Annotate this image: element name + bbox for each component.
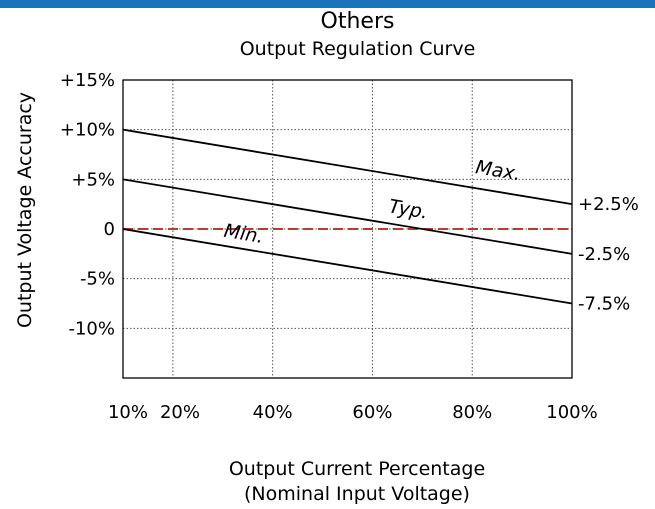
y-tick-label: -5% xyxy=(80,269,115,290)
chart-title: Output Regulation Curve xyxy=(239,38,476,60)
series-label: Typ. xyxy=(387,196,429,224)
x-tick-label: 10% xyxy=(108,402,148,423)
series-label: Max. xyxy=(474,156,522,185)
series-line-min xyxy=(122,228,573,305)
series-line-typ xyxy=(122,178,573,255)
y-tick-label: -10% xyxy=(68,318,115,339)
x-tick-label: 40% xyxy=(253,402,293,423)
series-end-value-label: +2.5% xyxy=(578,194,639,215)
series-line-max xyxy=(122,128,573,206)
top-banner xyxy=(0,0,655,8)
x-tick-label: 80% xyxy=(452,402,492,423)
series-end-value-label: -7.5% xyxy=(578,294,630,315)
y-axis-title: Output Voltage Accuracy xyxy=(14,92,36,328)
series-end-value-label: -2.5% xyxy=(578,244,630,265)
y-tick-label: +10% xyxy=(60,120,115,141)
x-axis-subtitle: (Nominal Input Voltage) xyxy=(244,483,470,505)
y-tick-label: +15% xyxy=(60,70,115,91)
section-title: Others xyxy=(320,9,395,34)
x-tick-label: 100% xyxy=(546,402,597,423)
x-tick-label: 20% xyxy=(160,402,200,423)
x-tick-label: 60% xyxy=(352,402,392,423)
y-tick-label: +5% xyxy=(71,169,115,190)
series-label: Min. xyxy=(222,220,265,248)
y-tick-label: 0 xyxy=(104,219,115,240)
x-axis-title: Output Current Percentage xyxy=(229,458,485,480)
